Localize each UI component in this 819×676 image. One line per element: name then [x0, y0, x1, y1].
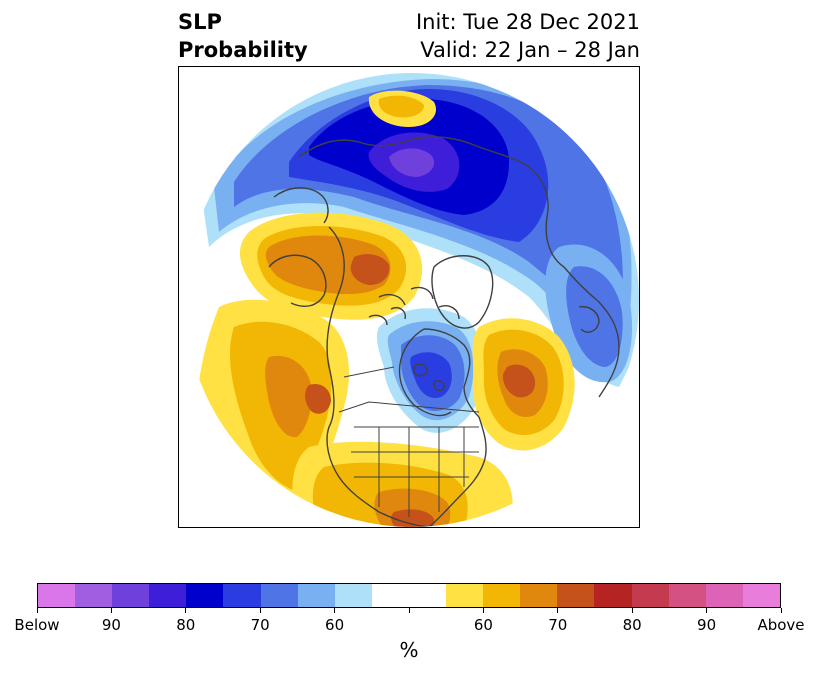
colorbar-label: Above [757, 616, 805, 634]
colorbar-label: 90 [101, 616, 121, 634]
colorbar-tick [334, 608, 336, 613]
colorbar-tick [259, 608, 261, 613]
init-date: Init: Tue 28 Dec 2021 [415, 10, 640, 34]
above-normal-north-atlantic [472, 318, 575, 451]
colorbar-tick [36, 608, 38, 613]
colorbar-label: 70 [548, 616, 568, 634]
colorbar-cell [334, 584, 372, 607]
colorbar-cell [557, 584, 595, 607]
above-normal-gulf-mexico [292, 441, 513, 527]
colorbar-label: Below [14, 616, 60, 634]
colorbar-label: 80 [176, 616, 196, 634]
below-normal-arctic-siberia [199, 72, 639, 387]
colorbar-cell [594, 584, 632, 607]
valid-range: Valid: 22 Jan – 28 Jan [420, 38, 640, 62]
colorbar-cell [223, 584, 261, 607]
map-date-info: Init: Tue 28 Dec 2021 Valid: 22 Jan – 28… [416, 8, 640, 64]
title-product: Probability [178, 38, 308, 62]
coastlines [268, 136, 620, 527]
colorbar-tick [780, 608, 782, 613]
colorbar-cell [75, 584, 113, 607]
colorbar-cell [38, 584, 76, 607]
below-normal-europe [545, 244, 633, 383]
colorbar-cell [705, 584, 743, 607]
colorbar-cell [408, 584, 447, 607]
colorbar-cell [483, 584, 521, 607]
colorbar-unit: % [399, 638, 419, 662]
colorbar-cell [631, 584, 669, 607]
colorbar-label: 60 [473, 616, 493, 634]
colorbar-cell [149, 584, 187, 607]
colorbar-cell [186, 584, 224, 607]
colorbar-tick [408, 608, 410, 613]
colorbar-tick [557, 608, 559, 613]
colorbar-tick [631, 608, 633, 613]
colorbar-cell [371, 584, 409, 607]
colorbar-tick [110, 608, 112, 613]
colorbar-cell [668, 584, 706, 607]
map-title: SLP Probability [178, 8, 308, 64]
colorbar-cell [260, 584, 298, 607]
colorbar-label: 80 [622, 616, 642, 634]
colorbar-tick [482, 608, 484, 613]
title-variable: SLP [178, 10, 222, 34]
colorbar-label: 90 [697, 616, 717, 634]
colorbar [37, 583, 781, 608]
colorbar-cell [297, 584, 335, 607]
colorbar-cell [742, 584, 780, 607]
colorbar-cell [446, 584, 484, 607]
colorbar-cell [112, 584, 150, 607]
colorbar-cell [520, 584, 558, 607]
colorbar-label: 70 [250, 616, 270, 634]
colorbar-tick [706, 608, 708, 613]
probability-map [178, 66, 640, 528]
colorbar-label: 60 [325, 616, 345, 634]
above-normal-alaska [239, 212, 423, 320]
colorbar-tick [185, 608, 187, 613]
